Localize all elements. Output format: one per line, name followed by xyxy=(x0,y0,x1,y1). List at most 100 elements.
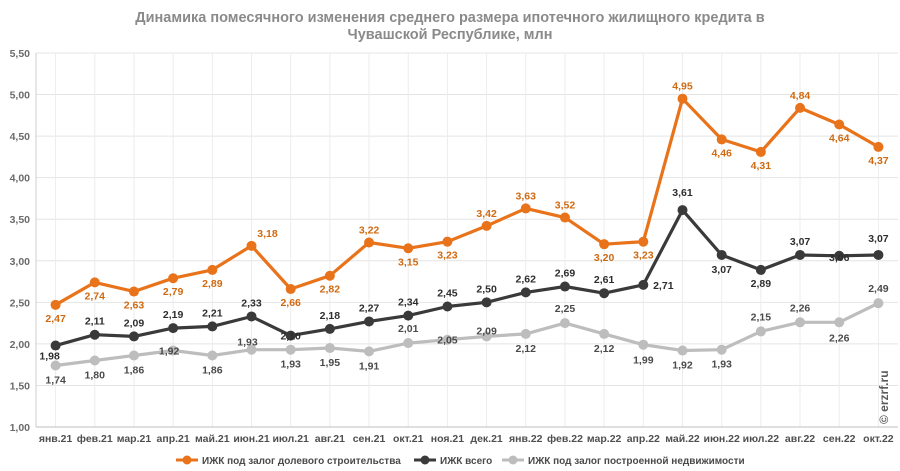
legend-swatch-marker xyxy=(420,455,430,465)
data-label: 3,22 xyxy=(359,224,380,236)
data-label: 2,45 xyxy=(437,287,458,299)
data-point xyxy=(128,350,139,361)
data-label: 2,15 xyxy=(751,311,772,323)
data-point xyxy=(677,345,688,356)
data-point xyxy=(207,264,218,275)
data-label: 3,23 xyxy=(633,250,654,262)
data-label: 2,26 xyxy=(829,332,850,344)
legend-swatch-marker xyxy=(182,455,192,465)
data-label: 2,50 xyxy=(476,283,497,295)
data-point xyxy=(520,328,531,339)
data-label: 1,95 xyxy=(320,357,341,369)
data-labels-layer: 2,47 2,74 2,63 2,79 2,89 3,18 2,66 2,82 3,22 3,15… xyxy=(39,81,888,387)
data-label: 2,12 xyxy=(594,343,615,355)
data-label: 4,37 xyxy=(868,155,889,167)
data-label: 1,80 xyxy=(85,370,106,382)
data-label: 2,49 xyxy=(868,283,889,295)
data-point xyxy=(403,310,414,321)
data-point xyxy=(442,236,453,247)
x-tick-label: фев.21 xyxy=(77,433,113,445)
x-tick-label: июн.21 xyxy=(233,433,270,445)
data-label: 1,92 xyxy=(672,360,693,372)
data-point xyxy=(246,240,257,251)
x-tick-label: мар.21 xyxy=(117,433,152,445)
legend-label: ИЖК под залог построенной недвижимости xyxy=(528,456,745,467)
data-label: 2,89 xyxy=(202,278,223,290)
data-label: 2,26 xyxy=(790,302,811,314)
legend-swatch-marker xyxy=(508,455,518,465)
data-point xyxy=(599,288,610,299)
data-point xyxy=(677,93,688,104)
data-point xyxy=(834,250,845,261)
data-label: 2,63 xyxy=(124,300,145,312)
data-label: 1,86 xyxy=(124,365,145,377)
data-label: 2,74 xyxy=(85,290,106,302)
data-label: 2,10 xyxy=(280,331,301,343)
data-label: 3,06 xyxy=(829,252,850,264)
data-point xyxy=(559,212,570,223)
data-label: 1,86 xyxy=(202,365,223,377)
data-label: 2,25 xyxy=(555,303,576,315)
data-point xyxy=(638,339,649,350)
x-tick-label: авг.22 xyxy=(785,433,815,445)
y-axis: 1,00 1,50 2,00 2,50 3,00 3,50 4,00 4,50 5,00 5,50 xyxy=(10,48,37,434)
data-label: 3,20 xyxy=(594,252,615,264)
data-label: 2,33 xyxy=(241,297,262,309)
data-label: 2,62 xyxy=(516,273,537,285)
data-label: 4,64 xyxy=(829,132,850,144)
data-label: 3,18 xyxy=(257,228,278,240)
x-tick-label: май.21 xyxy=(195,433,230,445)
data-point xyxy=(285,330,296,341)
data-label: 2,71 xyxy=(653,280,674,292)
chart-title-line-1: Динамика помесячного изменения среднего … xyxy=(135,10,764,26)
x-tick-label: май.22 xyxy=(665,433,700,445)
chart-title-line-2: Чувашской Республике, млн xyxy=(348,27,553,43)
data-label: 2,19 xyxy=(163,309,184,321)
data-label: 3,42 xyxy=(476,208,497,220)
data-point xyxy=(168,273,179,284)
x-tick-label: окт.22 xyxy=(863,433,894,445)
data-label: 3,15 xyxy=(398,256,419,268)
data-point xyxy=(716,249,727,260)
data-point xyxy=(442,334,453,345)
data-point xyxy=(246,311,257,322)
data-label: 2,01 xyxy=(398,323,419,335)
legend: ИЖК под залог долевого строительства ИЖК … xyxy=(176,455,745,467)
series-line-2 xyxy=(53,301,881,368)
data-label: 2,69 xyxy=(555,268,576,280)
data-label: 3,07 xyxy=(868,233,889,245)
data-point xyxy=(481,297,492,308)
data-point xyxy=(873,249,884,260)
x-tick-label: янв.22 xyxy=(509,433,543,445)
y-tick-label: 2,50 xyxy=(10,297,31,309)
data-point xyxy=(716,344,727,355)
x-tick-label: ноя.21 xyxy=(431,433,465,445)
data-label: 1,92 xyxy=(159,346,180,358)
legend-label: ИЖК под залог долевого строительства xyxy=(202,456,401,467)
data-point xyxy=(795,317,806,328)
data-label: 2,79 xyxy=(163,286,184,298)
data-label: 1,99 xyxy=(633,355,654,367)
data-label: 2,21 xyxy=(202,307,223,319)
data-point xyxy=(834,119,845,130)
data-label: 3,07 xyxy=(790,236,811,248)
data-label: 4,84 xyxy=(790,90,811,102)
data-point xyxy=(324,323,335,334)
data-point xyxy=(128,331,139,342)
data-label: 2,66 xyxy=(280,297,301,309)
x-tick-label: фев.22 xyxy=(547,433,583,445)
data-point xyxy=(50,340,61,351)
data-point xyxy=(364,316,375,327)
x-tick-label: мар.22 xyxy=(587,433,622,445)
data-point xyxy=(834,317,845,328)
data-label: 2,47 xyxy=(45,313,66,325)
data-point xyxy=(755,146,766,157)
data-label: 3,23 xyxy=(437,250,458,262)
x-tick-label: апр.21 xyxy=(157,433,190,445)
data-point xyxy=(89,277,100,288)
data-point xyxy=(364,346,375,357)
data-label: 2,11 xyxy=(85,316,105,328)
data-point xyxy=(324,343,335,354)
legend-label: ИЖК всего xyxy=(440,456,492,467)
